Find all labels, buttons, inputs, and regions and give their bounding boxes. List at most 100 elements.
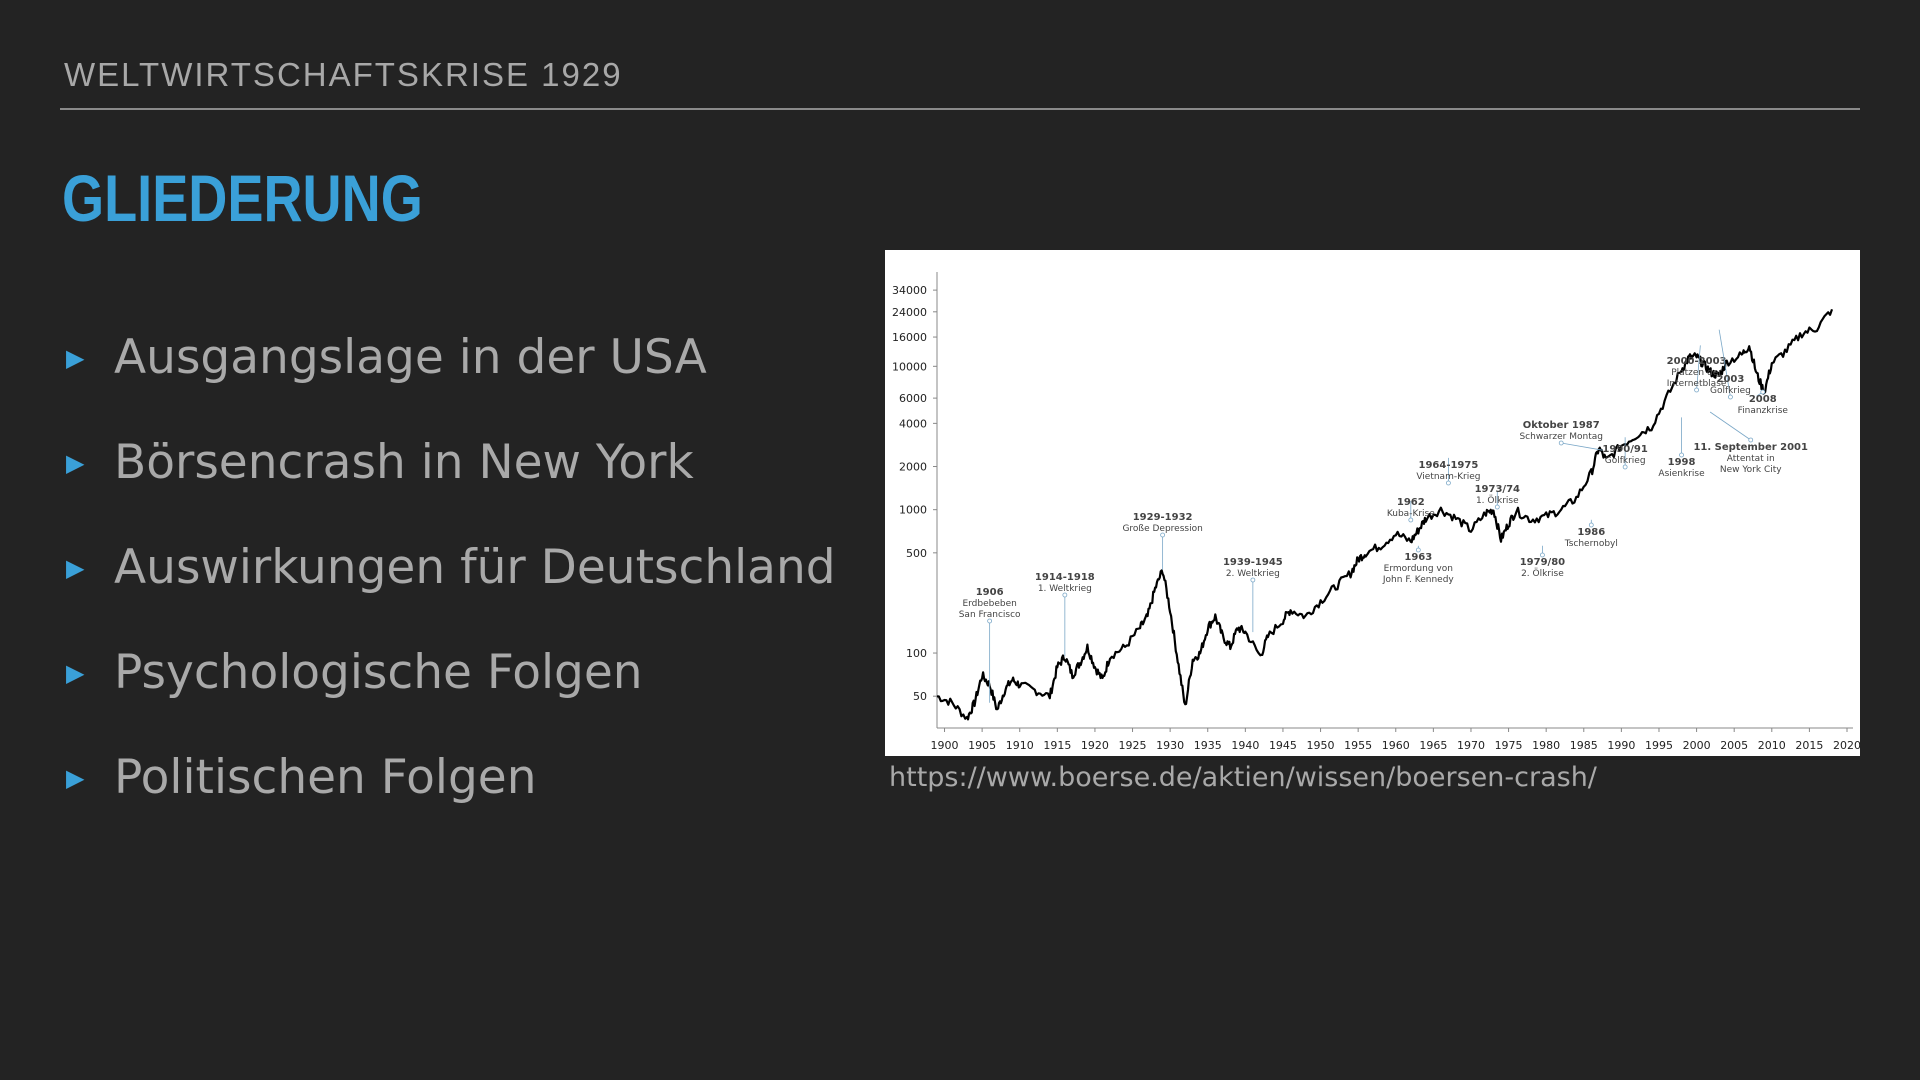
annotation-year: 11. September 2001 xyxy=(1693,442,1808,453)
y-tick-label: 10000 xyxy=(892,360,927,373)
triangle-bullet-icon: ▶ xyxy=(66,448,85,477)
annotation-year: 1973/74 xyxy=(1475,484,1520,495)
x-tick-label: 1995 xyxy=(1645,739,1673,752)
annotation-dot xyxy=(1446,480,1451,486)
x-tick-label: 1915 xyxy=(1043,739,1071,752)
annotation-dot xyxy=(1588,522,1594,528)
slide-title: GLIEDERUNG xyxy=(62,161,423,235)
annotation-text: Attentat in xyxy=(1727,454,1775,464)
annotation-text: Asienkrise xyxy=(1658,469,1705,479)
x-tick-label: 1955 xyxy=(1344,739,1372,752)
y-tick-label: 24000 xyxy=(892,306,927,319)
annotation-year: 2008 xyxy=(1749,394,1777,405)
stock-chart-image: 50 100 500 1000 2000 4000 6000 10000 16000 24000 3… xyxy=(885,250,1860,756)
bullet-item: ▶ Psychologische Folgen xyxy=(66,620,836,725)
y-tick-label: 100 xyxy=(906,647,927,660)
annotation-year: Oktober 1987 xyxy=(1523,420,1600,431)
annotation-dot xyxy=(1540,552,1545,558)
bullet-list: ▶ Ausgangslage in der USA ▶ Börsencrash … xyxy=(66,305,836,830)
annotation-year: 1929-1932 xyxy=(1133,512,1193,523)
annotation-dot xyxy=(1728,394,1733,400)
annotation-label: 1979/802. Ölkrise xyxy=(1520,557,1565,579)
annotation-leader xyxy=(1561,442,1603,451)
y-tick-label: 2000 xyxy=(899,461,927,474)
bullet-text: Psychologische Folgen xyxy=(114,645,643,700)
annotation-text: Erdbebeben xyxy=(962,599,1016,609)
x-tick-label: 1920 xyxy=(1081,739,1109,752)
x-tick-label: 2005 xyxy=(1720,739,1748,752)
bullet-text: Börsencrash in New York xyxy=(114,435,694,490)
annotation-dot xyxy=(1160,532,1166,538)
annotation-text: New York City xyxy=(1720,465,1782,475)
annotation-text: Kuba-Krise xyxy=(1387,509,1435,519)
annotation-dot xyxy=(1760,389,1766,395)
x-tick-label: 1950 xyxy=(1307,739,1335,752)
x-tick-label: 1990 xyxy=(1607,739,1635,752)
x-tick-label: 1980 xyxy=(1532,739,1560,752)
stock-chart: 50 100 500 1000 2000 4000 6000 10000 16000 24000 3… xyxy=(892,272,1860,752)
y-tick-label: 1000 xyxy=(899,504,927,517)
annotation-dot xyxy=(1415,547,1421,553)
annotation-year: 1979/80 xyxy=(1520,557,1565,568)
x-tick-label: 1945 xyxy=(1269,739,1297,752)
x-tick-label: 1900 xyxy=(931,739,959,752)
annotation-text: 1. Weltkrieg xyxy=(1038,584,1092,594)
annotation-text: Vietnam-Krieg xyxy=(1416,472,1480,482)
annotation-year: 1962 xyxy=(1397,497,1425,508)
index-line xyxy=(936,308,1834,721)
x-tick-label: 1940 xyxy=(1231,739,1259,752)
x-tick-label: 1935 xyxy=(1194,739,1222,752)
x-tick-label: 1930 xyxy=(1156,739,1184,752)
annotation-label: 1973/741. Ölkrise xyxy=(1475,484,1520,506)
annotation-leader xyxy=(1696,345,1701,391)
annotation-year: 1906 xyxy=(976,587,1004,598)
y-tick-label: 16000 xyxy=(892,331,927,344)
bullet-text: Ausgangslage in der USA xyxy=(114,330,707,385)
annotation-year: 1914-1918 xyxy=(1035,572,1095,583)
bullet-item: ▶ Auswirkungen für Deutschland xyxy=(66,515,836,620)
annotation-text: Internetblase xyxy=(1667,379,1727,389)
annotation-text: Große Depression xyxy=(1122,524,1202,534)
x-tick-label: 1925 xyxy=(1119,739,1147,752)
annotation-dot xyxy=(1494,504,1500,510)
annotation-dot xyxy=(987,618,993,624)
annotation-dot xyxy=(1250,577,1256,583)
x-tick-label: 1985 xyxy=(1570,739,1598,752)
bullet-item: ▶ Politischen Folgen xyxy=(66,725,836,830)
y-tick-label: 34000 xyxy=(892,284,927,297)
annotation-text: Schwarzer Montag xyxy=(1519,432,1603,442)
annotation-year: 1990/91 xyxy=(1602,444,1647,455)
annotation-text: 1. Ölkrise xyxy=(1476,495,1519,506)
source-link[interactable]: https://www.boerse.de/aktien/wissen/boer… xyxy=(889,762,1597,793)
annotation-text: Tschernobyl xyxy=(1564,539,1618,549)
annotation-dot xyxy=(1694,387,1699,393)
annotation-text: San Francisco xyxy=(959,610,1021,620)
annotation-dot xyxy=(1558,440,1564,446)
annotation-text: Golfkrieg xyxy=(1710,386,1751,396)
annotation-dot xyxy=(1679,452,1684,458)
triangle-bullet-icon: ▶ xyxy=(66,658,85,687)
annotation-text: Ermordung von xyxy=(1384,564,1453,574)
x-tick-label: 1970 xyxy=(1457,739,1485,752)
triangle-bullet-icon: ▶ xyxy=(66,343,85,372)
y-tick-label: 4000 xyxy=(899,417,927,430)
annotation-text: Platzen der xyxy=(1671,368,1722,378)
annotation-leader xyxy=(1709,411,1751,441)
annotation-text: 2. Weltkrieg xyxy=(1226,569,1280,579)
annotation-text: Golfkrieg xyxy=(1605,456,1646,466)
annotation-text: 2. Ölkrise xyxy=(1521,568,1564,579)
x-tick-label: 2015 xyxy=(1795,739,1823,752)
annotation-year: 2000-2003 xyxy=(1667,356,1727,367)
annotation-year: 1963 xyxy=(1404,552,1432,563)
triangle-bullet-icon: ▶ xyxy=(66,553,85,582)
